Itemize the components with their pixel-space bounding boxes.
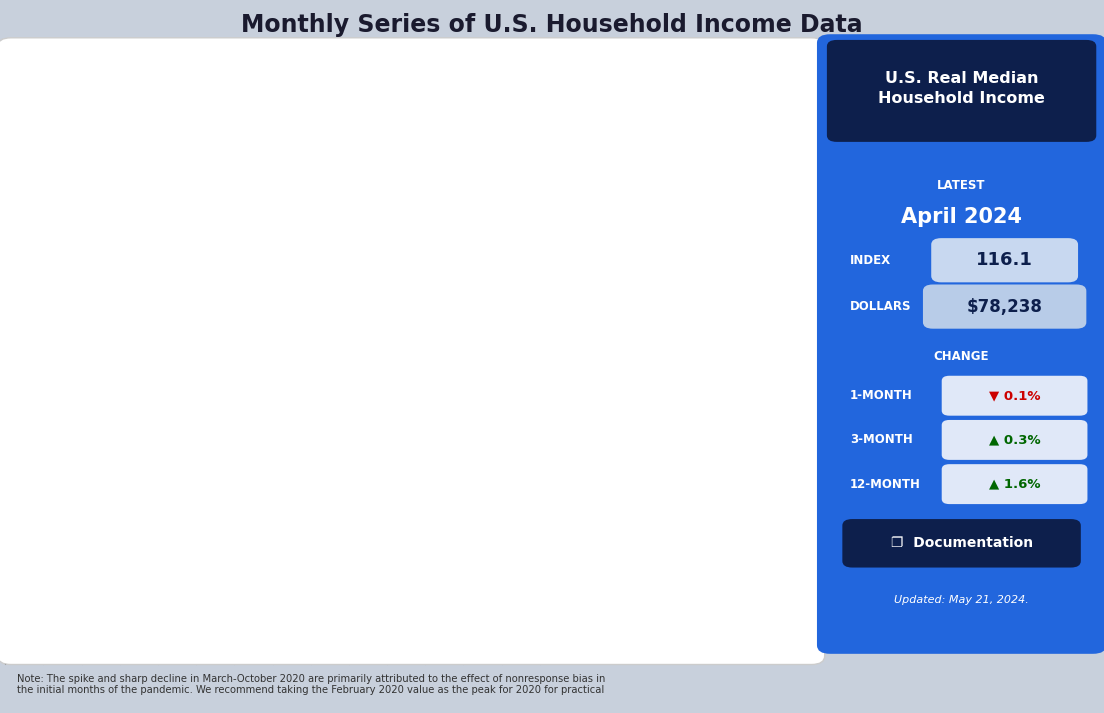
Point	[139, 587, 157, 598]
Text: U.S. Real Median
Household Income: U.S. Real Median Household Income	[878, 71, 1045, 106]
Text: $78,238: $78,238	[967, 297, 1042, 316]
Title: U.S. Real Median Household Income Index: U.S. Real Median Household Income Index	[227, 70, 590, 85]
Text: INDEX: INDEX	[850, 254, 891, 267]
Text: LATEST: LATEST	[937, 179, 986, 192]
Text: April 2024: April 2024	[901, 207, 1022, 227]
Text: ▲ 0.3%: ▲ 0.3%	[989, 434, 1040, 446]
Text: 12-MONTH: 12-MONTH	[850, 478, 921, 491]
Text: 3-MONTH: 3-MONTH	[850, 434, 913, 446]
Text: ▲ 1.6%: ▲ 1.6%	[989, 478, 1040, 491]
Text: 1-MONTH: 1-MONTH	[850, 389, 913, 402]
Text: DOLLARS: DOLLARS	[850, 300, 912, 313]
Text: Updated: May 21, 2024.: Updated: May 21, 2024.	[894, 595, 1029, 605]
Text: ❐  Documentation: ❐ Documentation	[891, 536, 1032, 550]
Text: CHANGE: CHANGE	[934, 350, 989, 363]
Text: Monthly Series of U.S. Household Income Data: Monthly Series of U.S. Household Income …	[241, 13, 863, 37]
Text: Note: The spike and sharp decline in March-October 2020 are primarily attributed: Note: The spike and sharp decline in Mar…	[17, 674, 605, 695]
Text: Nov-2012
97.4: Nov-2012 97.4	[150, 533, 240, 591]
Text: (January 2010 equals 100): (January 2010 equals 100)	[330, 76, 487, 89]
Text: ▼ 0.1%: ▼ 0.1%	[989, 389, 1040, 402]
Text: 116.1: 116.1	[976, 251, 1033, 270]
